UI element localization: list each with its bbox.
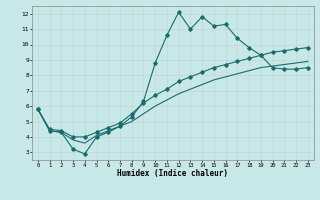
- X-axis label: Humidex (Indice chaleur): Humidex (Indice chaleur): [117, 169, 228, 178]
